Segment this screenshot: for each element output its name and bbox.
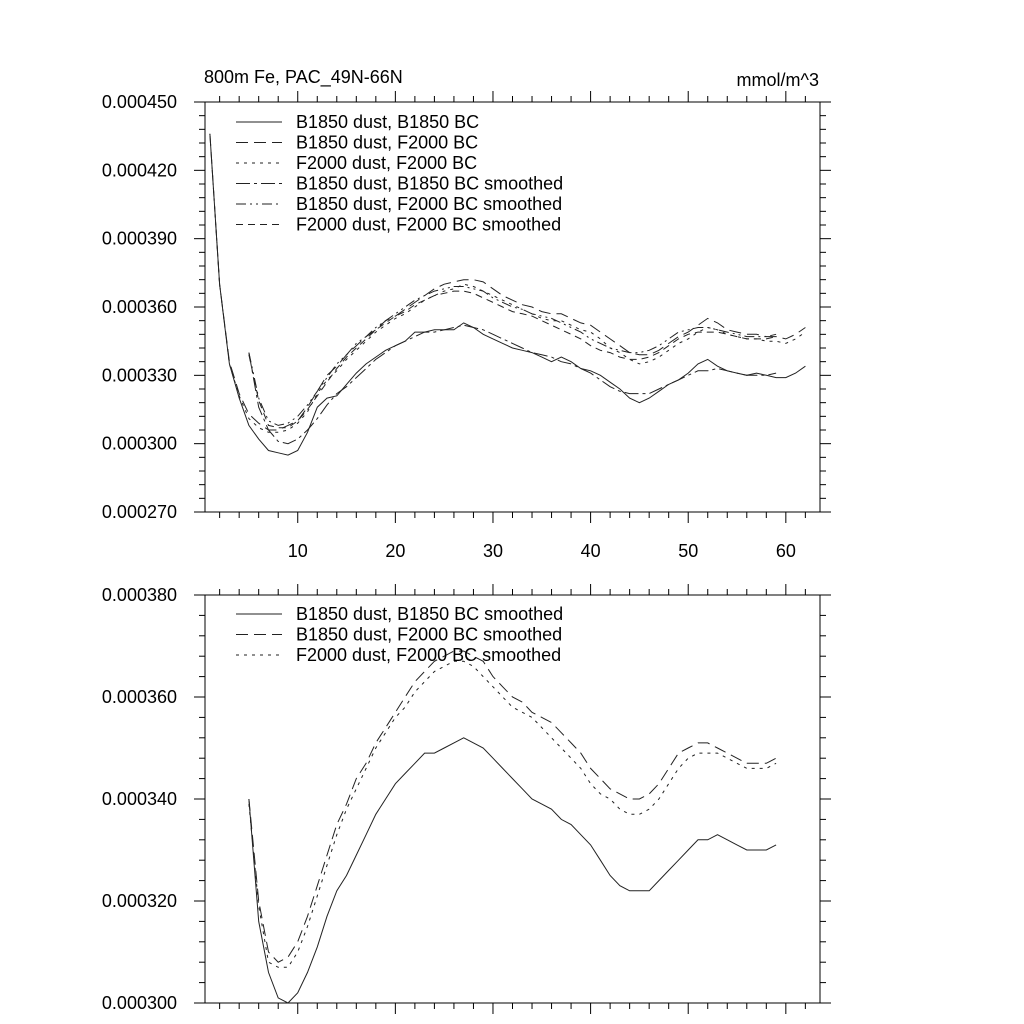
y-tick-label: 0.000320 bbox=[102, 891, 177, 911]
legend-label: B1850 dust, B1850 BC bbox=[296, 112, 479, 132]
y-tick-label: 0.000360 bbox=[102, 297, 177, 317]
y-tick-label: 0.000450 bbox=[102, 92, 177, 112]
series-line bbox=[248, 660, 777, 968]
x-tick-label: 60 bbox=[776, 541, 796, 561]
top-panel: 800m Fe, PAC_49N-66N mmol/m^3 10 20 30 40 50… bbox=[102, 67, 831, 561]
units-label: mmol/m^3 bbox=[737, 70, 819, 90]
x-tick-label: 40 bbox=[581, 541, 601, 561]
y-tick-label: 0.000420 bbox=[102, 160, 177, 180]
x-tick-label: 30 bbox=[483, 541, 503, 561]
legend-label: B1850 dust, F2000 BC smoothed bbox=[296, 194, 562, 214]
y-tick-label: 0.000340 bbox=[102, 789, 177, 809]
legend-label: F2000 dust, F2000 BC smoothed bbox=[296, 215, 561, 235]
y-tick-label: 0.000330 bbox=[102, 365, 177, 385]
series-line bbox=[248, 737, 777, 1003]
legend-label: B1850 dust, F2000 BC smoothed bbox=[296, 625, 562, 645]
legend-label: B1850 dust, F2000 BC bbox=[296, 133, 478, 153]
bottom-panel: 0.000300 0.000320 0.000340 0.000360 0.000380… bbox=[102, 584, 831, 1014]
y-tick-label: 0.000390 bbox=[102, 229, 177, 249]
y-tick-label: 0.000300 bbox=[102, 434, 177, 454]
y-tick-label: 0.000270 bbox=[102, 502, 177, 522]
legend-label: F2000 dust, F2000 BC bbox=[296, 153, 477, 173]
legend-label: B1850 dust, B1850 BC smoothed bbox=[296, 174, 563, 194]
y-tick-label: 0.000380 bbox=[102, 585, 177, 605]
series-line bbox=[248, 650, 777, 963]
x-tick-label: 50 bbox=[678, 541, 698, 561]
legend-label: B1850 dust, B1850 BC smoothed bbox=[296, 604, 563, 624]
series-line bbox=[248, 324, 777, 445]
x-tick-label: 20 bbox=[385, 541, 405, 561]
series-line bbox=[248, 290, 777, 429]
series-line bbox=[209, 133, 806, 431]
y-tick-label: 0.000300 bbox=[102, 993, 177, 1013]
x-tick-label: 10 bbox=[288, 541, 308, 561]
legend-label: F2000 dust, F2000 BC smoothed bbox=[296, 645, 561, 665]
series-line bbox=[248, 286, 777, 426]
chart-title: 800m Fe, PAC_49N-66N bbox=[204, 67, 403, 88]
y-tick-label: 0.000360 bbox=[102, 687, 177, 707]
